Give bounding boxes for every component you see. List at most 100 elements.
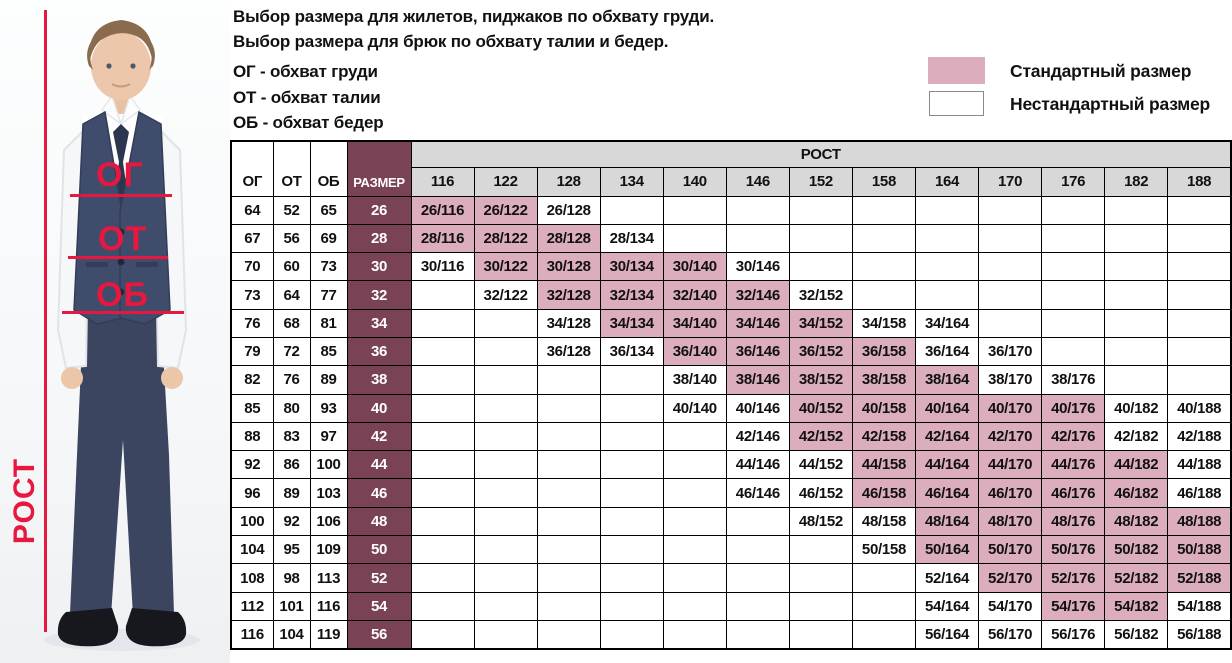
nonstandard-cell-32-152: 32/152 (788, 280, 853, 310)
empty-cell-52-158 (851, 563, 917, 593)
empty-cell-26-146 (725, 195, 790, 225)
size-row-56: 116 104 119 56 56/164 56/170 56/176 56/182 56/18… (230, 619, 1232, 650)
nonstandard-cell-30-146: 30/146 (725, 252, 790, 282)
og-value: 76 (230, 308, 274, 338)
empty-cell-38-134 (599, 365, 664, 395)
standard-cell-26-116: 26/116 (410, 195, 475, 225)
standard-cell-42-164: 42/164 (914, 421, 980, 452)
nonstandard-cell-44-152: 44/152 (788, 450, 853, 480)
empty-cell-34-176 (1041, 308, 1106, 338)
empty-cell-32-182 (1104, 280, 1169, 310)
empty-cell-42-134 (599, 421, 664, 452)
size-value: 40 (346, 393, 412, 423)
standard-cell-36-152: 36/152 (788, 336, 853, 367)
height-header-152: 152 (788, 166, 853, 197)
empty-cell-54-116 (410, 591, 475, 621)
standard-cell-30-128: 30/128 (536, 252, 601, 282)
height-header-182: 182 (1104, 166, 1169, 197)
empty-cell-56-128 (536, 619, 601, 650)
empty-cell-46-140 (662, 478, 727, 508)
nonstandard-cell-40-188: 40/188 (1167, 393, 1232, 423)
empty-cell-38-116 (410, 365, 475, 395)
standard-cell-46-176: 46/176 (1041, 478, 1106, 508)
og-value: 85 (230, 393, 274, 423)
standard-cell-34-140: 34/140 (662, 308, 727, 338)
empty-cell-32-164 (914, 280, 980, 310)
empty-cell-56-146 (725, 619, 790, 650)
title-line-2: Выбор размера для брюк по обхвату талии … (233, 32, 669, 51)
size-value: 56 (346, 619, 412, 650)
empty-cell-26-134 (599, 195, 664, 225)
empty-cell-52-152 (788, 563, 853, 593)
empty-cell-34-170 (978, 308, 1043, 338)
standard-cell-32-140: 32/140 (662, 280, 727, 310)
empty-cell-32-188 (1167, 280, 1232, 310)
empty-cell-28-152 (788, 223, 853, 254)
nonstandard-cell-56-164: 56/164 (914, 619, 980, 650)
standard-cell-48-176: 48/176 (1041, 506, 1106, 537)
standard-cell-50-182: 50/182 (1104, 535, 1169, 565)
empty-cell-36-116 (410, 336, 475, 367)
nonstandard-cell-34-164: 34/164 (914, 308, 980, 338)
nonstandard-cell-30-116: 30/116 (410, 252, 475, 282)
og-value: 70 (230, 252, 274, 282)
empty-cell-40-134 (599, 393, 664, 423)
height-measure-label: РОСТ (8, 457, 41, 545)
empty-cell-30-188 (1167, 252, 1232, 282)
empty-cell-52-122 (473, 563, 538, 593)
og-value: 112 (230, 591, 274, 621)
boy-illustration (44, 20, 200, 651)
chest-measure-line (70, 194, 172, 197)
og-value: 88 (230, 421, 274, 452)
empty-cell-44-140 (662, 450, 727, 480)
og-value: 116 (230, 619, 274, 650)
standard-cell-40-170: 40/170 (978, 393, 1043, 423)
standard-cell-54-182: 54/182 (1104, 591, 1169, 621)
nonstandard-cell-34-128: 34/128 (536, 308, 601, 338)
standard-cell-48-164: 48/164 (914, 506, 980, 537)
empty-cell-46-128 (536, 478, 601, 508)
nonstandard-cell-46-152: 46/152 (788, 478, 853, 508)
standard-cell-42-170: 42/170 (978, 421, 1043, 452)
empty-cell-52-116 (410, 563, 475, 593)
empty-cell-44-134 (599, 450, 664, 480)
size-header: РАЗМЕР (346, 140, 412, 197)
size-value: 50 (346, 535, 412, 565)
chest-measure-label: ОГ (96, 156, 144, 194)
og-value: 73 (230, 280, 274, 310)
nonstandard-cell-28-134: 28/134 (599, 223, 664, 254)
empty-cell-40-128 (536, 393, 601, 423)
empty-cell-26-140 (662, 195, 727, 225)
size-row-34: 76 68 81 34 34/128 34/134 34/140 34/146 34/152 34… (230, 308, 1232, 338)
empty-cell-46-134 (599, 478, 664, 508)
empty-cell-54-122 (473, 591, 538, 621)
empty-cell-42-140 (662, 421, 727, 452)
abbr-waist: ОТ - обхват талии (233, 87, 381, 107)
empty-cell-28-188 (1167, 223, 1232, 254)
ot-value: 80 (272, 393, 311, 423)
empty-cell-28-164 (914, 223, 980, 254)
standard-size-label: Стандартный размер (1010, 61, 1192, 81)
empty-cell-40-122 (473, 393, 538, 423)
nonstandard-cell-42-146: 42/146 (725, 421, 790, 452)
size-value: 28 (346, 223, 412, 254)
nonstandard-cell-36-170: 36/170 (978, 336, 1043, 367)
size-value: 48 (346, 506, 412, 537)
size-row-54: 112 101 116 54 54/164 54/170 54/176 54/182 54/18… (230, 591, 1232, 621)
empty-cell-52-134 (599, 563, 664, 593)
empty-cell-26-164 (914, 195, 980, 225)
standard-cell-26-122: 26/122 (473, 195, 538, 225)
empty-cell-38-128 (536, 365, 601, 395)
empty-cell-32-170 (978, 280, 1043, 310)
standard-cell-34-146: 34/146 (725, 308, 790, 338)
nonstandard-cell-56-176: 56/176 (1041, 619, 1106, 650)
empty-cell-26-182 (1104, 195, 1169, 225)
empty-cell-56-152 (788, 619, 853, 650)
standard-cell-32-128: 32/128 (536, 280, 601, 310)
standard-cell-48-188: 48/188 (1167, 506, 1232, 537)
ot-value: 83 (272, 421, 311, 452)
size-row-28: 67 56 69 28 28/116 28/122 28/128 28/134 (230, 223, 1232, 254)
standard-cell-50-164: 50/164 (914, 535, 980, 565)
ob-value: 81 (309, 308, 348, 338)
